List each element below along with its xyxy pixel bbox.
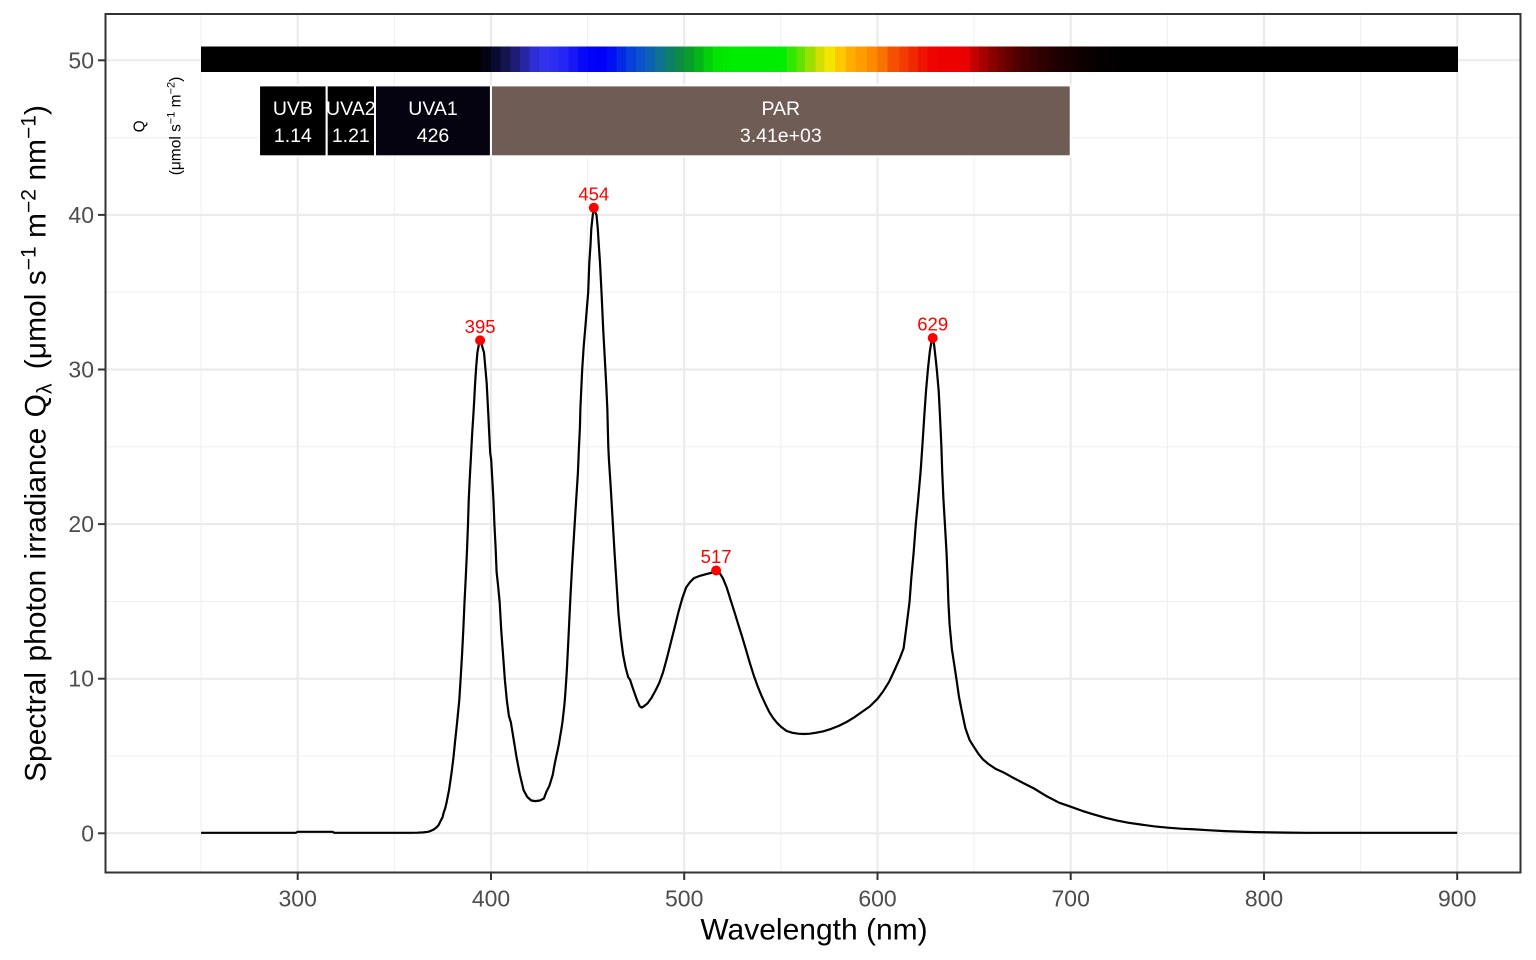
svg-text:(μmol s−1 m−2): (μmol s−1 m−2) [166,77,185,176]
svg-text:30: 30 [68,357,94,383]
svg-text:700: 700 [1052,886,1090,912]
svg-text:PAR: PAR [761,98,800,120]
svg-text:UVB: UVB [273,98,313,120]
svg-text:Wavelength (nm): Wavelength (nm) [700,914,927,947]
svg-text:395: 395 [465,316,496,337]
svg-text:800: 800 [1245,886,1283,912]
svg-text:300: 300 [279,886,317,912]
svg-text:20: 20 [68,511,94,537]
svg-text:600: 600 [858,886,896,912]
svg-text:454: 454 [578,183,609,204]
svg-text:Q: Q [132,120,149,132]
svg-text:500: 500 [665,886,703,912]
svg-text:40: 40 [68,202,94,228]
svg-text:517: 517 [701,546,732,567]
svg-text:900: 900 [1438,886,1476,912]
svg-text:629: 629 [917,314,948,335]
svg-text:UVA2: UVA2 [326,98,376,120]
svg-text:426: 426 [417,125,450,147]
svg-text:1.14: 1.14 [274,125,312,147]
svg-text:Spectral photon irradiance Qλ: Spectral photon irradiance Qλ (μmol s−1 … [18,105,57,782]
svg-text:UVA1: UVA1 [408,98,458,120]
svg-text:10: 10 [68,666,94,692]
svg-text:400: 400 [472,886,510,912]
svg-text:1.21: 1.21 [332,125,370,147]
svg-text:50: 50 [68,47,94,73]
svg-text:3.41e+03: 3.41e+03 [740,125,822,147]
svg-text:0: 0 [81,820,94,846]
